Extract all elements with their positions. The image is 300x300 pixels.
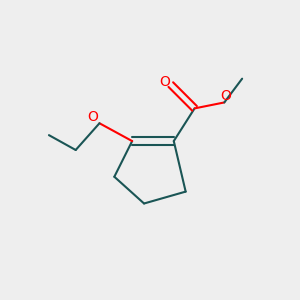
Text: O: O	[159, 75, 170, 89]
Text: O: O	[88, 110, 98, 124]
Text: O: O	[220, 89, 231, 103]
